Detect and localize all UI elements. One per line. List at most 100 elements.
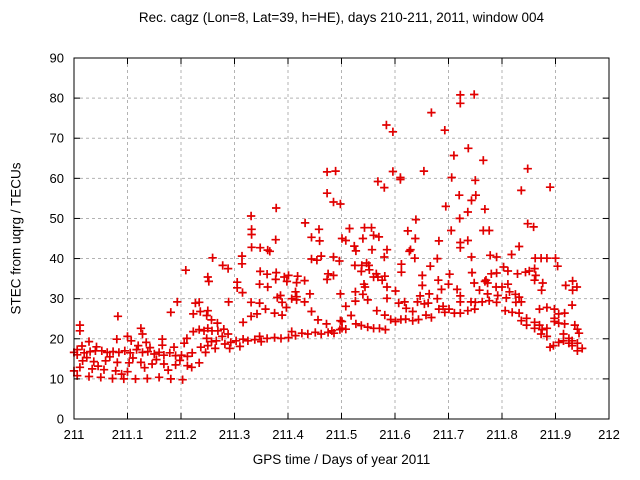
data-point-marker [492, 268, 501, 278]
data-point-marker [537, 286, 546, 295]
data-point-marker [246, 211, 256, 221]
data-point-marker [208, 253, 217, 262]
data-point-marker [367, 223, 376, 232]
data-point-marker [293, 272, 302, 281]
data-point-marker [471, 176, 480, 185]
data-point-marker [405, 247, 414, 256]
data-point-marker [111, 366, 120, 376]
data-point-marker [131, 374, 140, 384]
data-point-marker [195, 358, 204, 367]
data-point-marker [486, 251, 495, 260]
data-point-marker [341, 236, 350, 245]
data-point-marker [250, 335, 259, 344]
data-point-marker [567, 341, 577, 350]
x-tick-label: 211.7 [433, 427, 465, 442]
data-point-marker [397, 268, 406, 277]
data-point-marker [282, 303, 291, 312]
data-point-marker [213, 326, 223, 335]
data-point-marker [411, 215, 421, 224]
data-point-marker [545, 183, 555, 192]
x-tick-label: 211.4 [272, 427, 304, 442]
data-point-marker [538, 278, 547, 288]
data-point-marker [138, 329, 147, 339]
data-point-marker [380, 310, 389, 320]
data-point-marker [173, 297, 182, 307]
data-point-marker [493, 291, 502, 300]
data-point-marker [573, 325, 582, 334]
y-tick-label: 0 [57, 412, 64, 427]
data-point-marker [114, 348, 124, 357]
data-point-marker [300, 297, 309, 307]
data-point-marker [401, 314, 410, 324]
data-point-marker [315, 236, 324, 246]
data-point-marker [277, 298, 287, 307]
data-point-marker [287, 294, 296, 303]
data-point-marker [456, 99, 465, 108]
data-point-marker [523, 219, 532, 228]
data-point-marker [406, 245, 415, 254]
data-point-marker [271, 235, 280, 244]
data-point-marker [136, 358, 146, 367]
data-point-marker [374, 232, 384, 242]
data-point-marker [521, 268, 530, 277]
data-point-marker [262, 334, 272, 343]
data-point-marker [485, 296, 494, 305]
data-point-marker [507, 250, 516, 259]
data-point-marker [351, 296, 360, 306]
data-point-marker [470, 278, 479, 288]
data-point-marker [525, 266, 534, 276]
x-tick-label: 211.3 [219, 427, 251, 442]
x-axis-label: GPS time / Days of year 2011 [252, 452, 431, 467]
x-tick-label: 211 [64, 427, 85, 442]
data-point-marker [445, 270, 454, 279]
data-point-marker [256, 267, 265, 276]
data-point-marker [573, 339, 582, 348]
data-point-marker [517, 316, 526, 325]
data-point-marker [322, 167, 332, 177]
data-point-marker [400, 297, 409, 307]
data-point-marker [381, 325, 390, 334]
y-tick-label: 90 [50, 51, 64, 66]
data-point-marker [255, 332, 264, 341]
data-point-marker [132, 345, 141, 354]
data-point-marker [561, 281, 570, 290]
data-point-marker [424, 298, 433, 308]
data-point-marker [317, 251, 326, 261]
data-point-marker [567, 300, 577, 310]
data-point-marker [201, 348, 210, 357]
data-point-marker [145, 343, 155, 352]
data-point-marker [291, 287, 300, 296]
data-point-marker [92, 342, 101, 351]
data-point-marker [311, 328, 320, 337]
data-point-marker [88, 364, 97, 374]
data-point-marker [559, 336, 568, 345]
data-point-marker [456, 297, 465, 307]
data-point-marker [336, 289, 345, 299]
data-point-marker [108, 374, 117, 383]
data-point-marker [261, 304, 270, 314]
y-tick-label: 30 [50, 291, 64, 306]
data-point-marker [394, 298, 403, 308]
data-point-marker [415, 291, 425, 301]
data-point-marker [537, 325, 547, 334]
data-point-marker [542, 332, 552, 341]
data-point-marker [123, 332, 132, 341]
data-point-marker [455, 214, 464, 223]
data-point-marker [169, 343, 179, 352]
data-point-marker [414, 315, 423, 324]
data-point-marker [503, 280, 513, 289]
data-point-marker [452, 285, 462, 294]
data-point-marker [551, 254, 560, 263]
data-point-marker [307, 307, 316, 316]
data-point-marker [363, 322, 372, 332]
data-point-marker [247, 230, 256, 239]
data-point-marker [312, 256, 322, 265]
data-point-marker [237, 259, 247, 268]
data-point-marker [147, 359, 157, 369]
data-point-marker [276, 334, 286, 343]
data-point-marker [375, 324, 384, 333]
data-point-marker [105, 352, 114, 361]
data-point-marker [166, 308, 175, 317]
data-point-marker [408, 316, 417, 325]
